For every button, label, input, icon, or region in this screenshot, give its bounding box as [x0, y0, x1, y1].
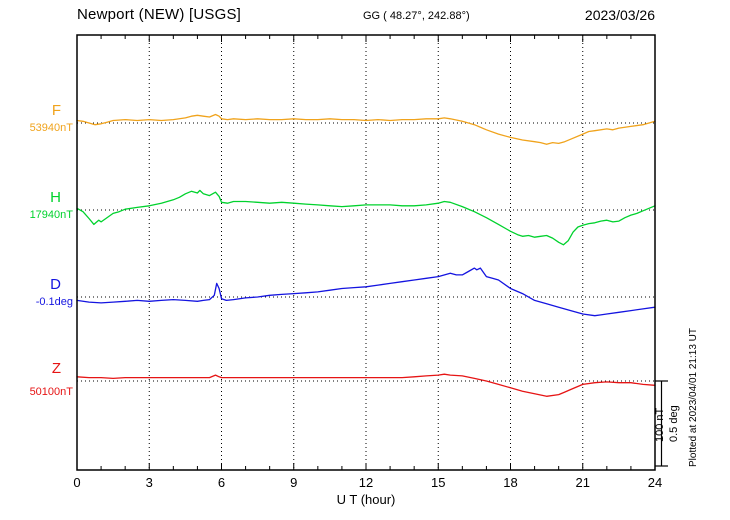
- trace-label-group-d: D -0.1deg: [0, 276, 73, 308]
- x-tick-label-18: 18: [503, 475, 517, 490]
- trace-H: [76, 189, 656, 246]
- trace-baseline-value-z: 50100nT: [29, 386, 73, 398]
- trace-name-z: Z: [51, 360, 61, 377]
- x-tick-label-9: 9: [290, 475, 297, 490]
- station-title: Newport (NEW) [USGS]: [77, 6, 242, 23]
- x-tick-label-3: 3: [146, 475, 153, 490]
- trace-name-f: F: [51, 102, 61, 119]
- trace-baseline-value-d: -0.1deg: [35, 296, 73, 308]
- trace-F: [76, 113, 656, 145]
- trace-baseline-value-f: 53940nT: [29, 122, 73, 134]
- trace-baseline-value-h: 17940nT: [29, 209, 73, 221]
- trace-D: [76, 267, 656, 317]
- scalebar-label-deg: 0.5 deg: [668, 405, 680, 442]
- x-axis-title: U T (hour): [336, 492, 396, 507]
- plotted-timestamp-note: Plotted at 2023/04/01 21:13 UT: [688, 328, 699, 467]
- trace-name-d: D: [50, 276, 61, 293]
- geographic-coordinates: GG ( 48.27°, 242.88°): [363, 10, 470, 22]
- plot-date: 2023/03/26: [584, 7, 655, 23]
- x-tick-label-12: 12: [359, 475, 373, 490]
- x-tick-label-21: 21: [576, 475, 590, 490]
- trace-Z: [76, 373, 656, 397]
- trace-label-group-z: Z 50100nT: [0, 360, 73, 398]
- plot-border: [76, 34, 656, 471]
- trace-label-group-f: F 53940nT: [0, 102, 73, 134]
- x-tick-label-6: 6: [218, 475, 225, 490]
- trace-label-group-h: H 17940nT: [0, 189, 73, 221]
- x-tick-label-24: 24: [648, 475, 662, 490]
- x-tick-label-0: 0: [73, 475, 80, 490]
- trace-name-h: H: [50, 189, 61, 206]
- x-tick-label-15: 15: [431, 475, 445, 490]
- scalebar-label-nt: 100 nT: [654, 407, 666, 442]
